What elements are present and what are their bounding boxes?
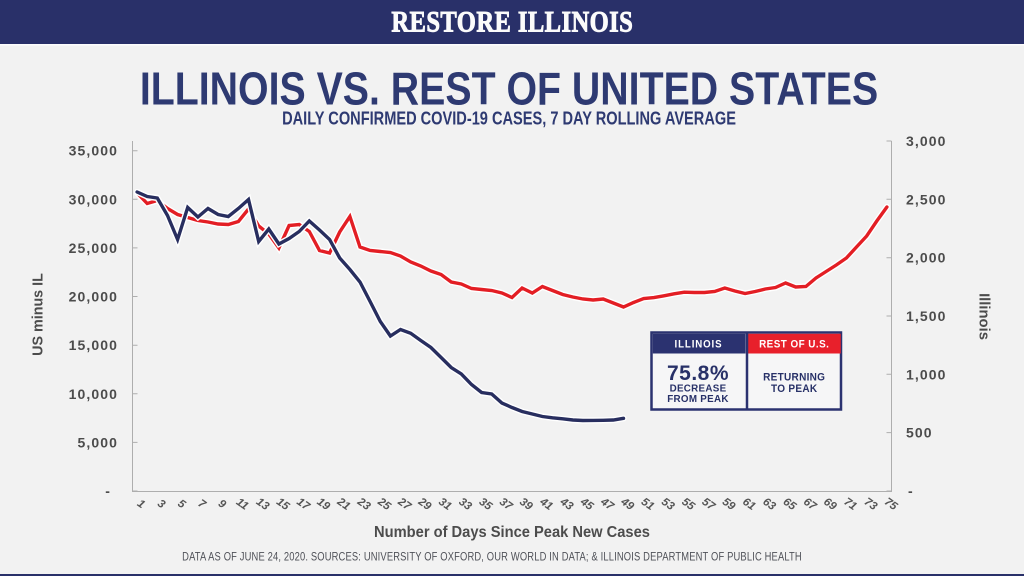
svg-text:FROM PEAK: FROM PEAK bbox=[667, 394, 728, 405]
svg-text:500: 500 bbox=[906, 425, 933, 441]
svg-text:RESTORE ILLINOIS: RESTORE ILLINOIS bbox=[391, 5, 633, 38]
svg-text:2,500: 2,500 bbox=[906, 191, 947, 207]
svg-text:35,000: 35,000 bbox=[69, 143, 118, 159]
svg-text:-: - bbox=[105, 483, 111, 499]
svg-text:-: - bbox=[908, 483, 914, 499]
svg-text:2,000: 2,000 bbox=[906, 250, 947, 266]
svg-text:1,000: 1,000 bbox=[906, 366, 947, 382]
svg-text:30,000: 30,000 bbox=[69, 191, 118, 207]
svg-text:20,000: 20,000 bbox=[69, 289, 118, 305]
svg-text:10,000: 10,000 bbox=[69, 386, 118, 402]
svg-text:51: 51 bbox=[639, 496, 656, 513]
svg-text:71: 71 bbox=[841, 496, 858, 513]
svg-text:ILLINOIS VS. REST OF UNITED ST: ILLINOIS VS. REST OF UNITED STATES bbox=[140, 63, 878, 115]
svg-text:DECREASE: DECREASE bbox=[670, 384, 727, 395]
svg-text:75.8%: 75.8% bbox=[667, 362, 729, 385]
svg-text:31: 31 bbox=[436, 496, 453, 513]
svg-text:1,500: 1,500 bbox=[906, 308, 947, 324]
svg-text:15,000: 15,000 bbox=[69, 337, 118, 353]
svg-text:RETURNING: RETURNING bbox=[763, 372, 825, 383]
svg-text:11: 11 bbox=[234, 496, 251, 513]
svg-text:TO PEAK: TO PEAK bbox=[771, 384, 818, 395]
svg-text:REST OF U.S.: REST OF U.S. bbox=[759, 339, 829, 351]
svg-text:25,000: 25,000 bbox=[69, 240, 118, 256]
svg-text:Number of Days Since Peak New: Number of Days Since Peak New Cases bbox=[374, 524, 650, 541]
svg-text:3,000: 3,000 bbox=[906, 133, 947, 149]
svg-text:ILLINOIS: ILLINOIS bbox=[675, 339, 723, 351]
svg-text:DATA AS OF JUNE 24, 2020. SOUR: DATA AS OF JUNE 24, 2020. SOURCES: UNIVE… bbox=[182, 551, 802, 564]
svg-text:Illinois: Illinois bbox=[976, 293, 992, 340]
svg-text:DAILY CONFIRMED COVID-19 CASES: DAILY CONFIRMED COVID-19 CASES, 7 DAY RO… bbox=[282, 109, 736, 129]
svg-text:61: 61 bbox=[740, 496, 757, 513]
svg-text:5,000: 5,000 bbox=[77, 434, 118, 450]
svg-text:US minus IL: US minus IL bbox=[31, 273, 47, 356]
